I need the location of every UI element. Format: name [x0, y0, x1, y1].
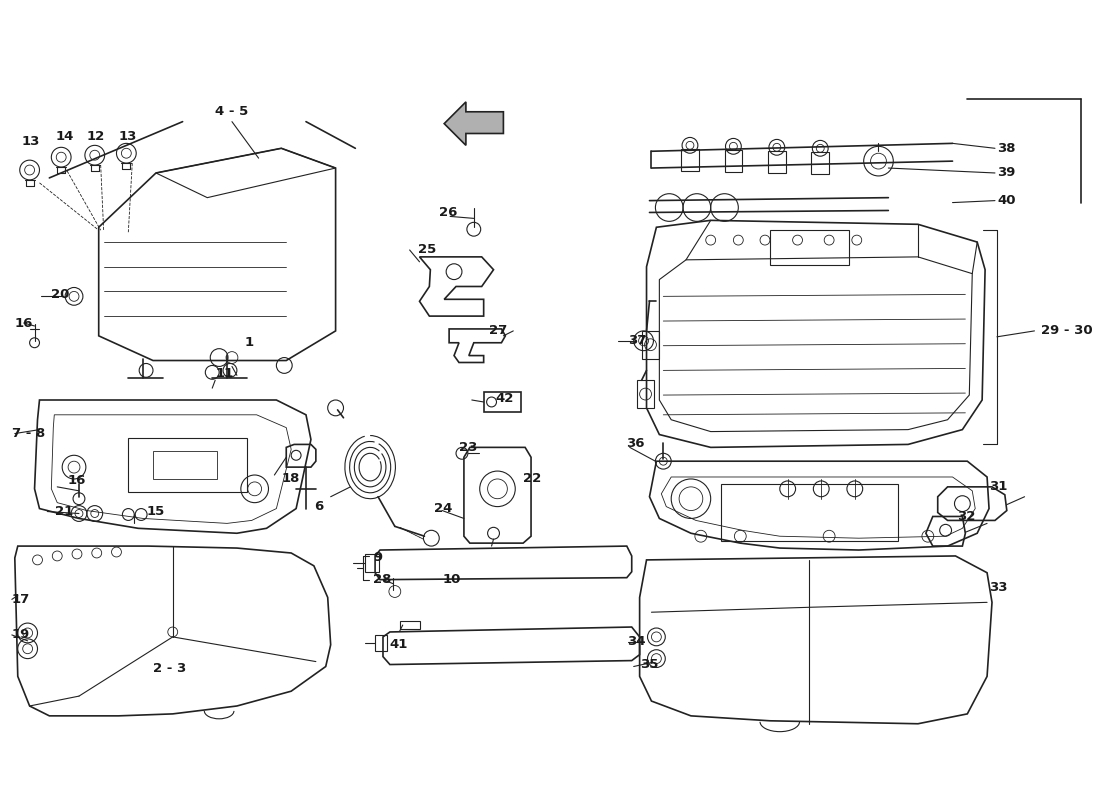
- Text: 1: 1: [245, 336, 254, 350]
- Bar: [365, 554, 380, 572]
- Text: 36: 36: [626, 437, 645, 450]
- Text: 6: 6: [314, 500, 323, 513]
- Text: 41: 41: [389, 638, 408, 651]
- Text: 40: 40: [997, 194, 1015, 207]
- Text: 4 - 5: 4 - 5: [216, 106, 249, 118]
- Text: 23: 23: [459, 441, 477, 454]
- Text: 26: 26: [439, 206, 458, 219]
- Bar: [641, 331, 659, 358]
- Text: 29 - 30: 29 - 30: [1042, 325, 1093, 338]
- Bar: [129, 438, 246, 492]
- Text: 16: 16: [14, 317, 33, 330]
- Text: 12: 12: [87, 130, 106, 143]
- Text: 18: 18: [282, 473, 299, 486]
- Bar: [375, 635, 387, 650]
- Text: 32: 32: [957, 510, 976, 523]
- Text: 11: 11: [216, 367, 233, 380]
- Text: 25: 25: [418, 243, 436, 257]
- Text: 13: 13: [119, 130, 136, 143]
- Text: 37: 37: [628, 334, 646, 347]
- Text: 21: 21: [55, 505, 74, 518]
- Bar: [153, 451, 217, 479]
- Bar: [768, 151, 785, 173]
- Text: 39: 39: [997, 166, 1015, 179]
- Bar: [720, 484, 899, 541]
- Text: 35: 35: [639, 658, 658, 671]
- Text: 22: 22: [524, 473, 541, 486]
- Bar: [484, 392, 521, 412]
- Text: 10: 10: [442, 573, 461, 586]
- Bar: [681, 150, 698, 171]
- Text: 13: 13: [22, 135, 40, 148]
- Text: 27: 27: [488, 325, 507, 338]
- Text: 2 - 3: 2 - 3: [153, 662, 186, 675]
- Text: 28: 28: [373, 573, 392, 586]
- Text: 38: 38: [997, 142, 1015, 154]
- Bar: [812, 152, 829, 174]
- Bar: [770, 230, 849, 265]
- Polygon shape: [444, 102, 504, 146]
- Text: 9: 9: [373, 551, 382, 565]
- Text: 42: 42: [495, 391, 514, 405]
- Text: 16: 16: [67, 474, 86, 487]
- Text: 24: 24: [434, 502, 453, 515]
- Text: 20: 20: [52, 288, 69, 301]
- Text: 33: 33: [989, 581, 1008, 594]
- Bar: [399, 621, 419, 629]
- Text: 15: 15: [146, 505, 164, 518]
- Text: 7 - 8: 7 - 8: [12, 427, 45, 440]
- Bar: [725, 150, 742, 172]
- Text: 19: 19: [12, 629, 30, 642]
- Bar: [637, 380, 654, 408]
- Text: 31: 31: [989, 480, 1008, 494]
- Text: 17: 17: [12, 593, 30, 606]
- Text: 14: 14: [55, 130, 74, 143]
- Text: 34: 34: [627, 635, 646, 648]
